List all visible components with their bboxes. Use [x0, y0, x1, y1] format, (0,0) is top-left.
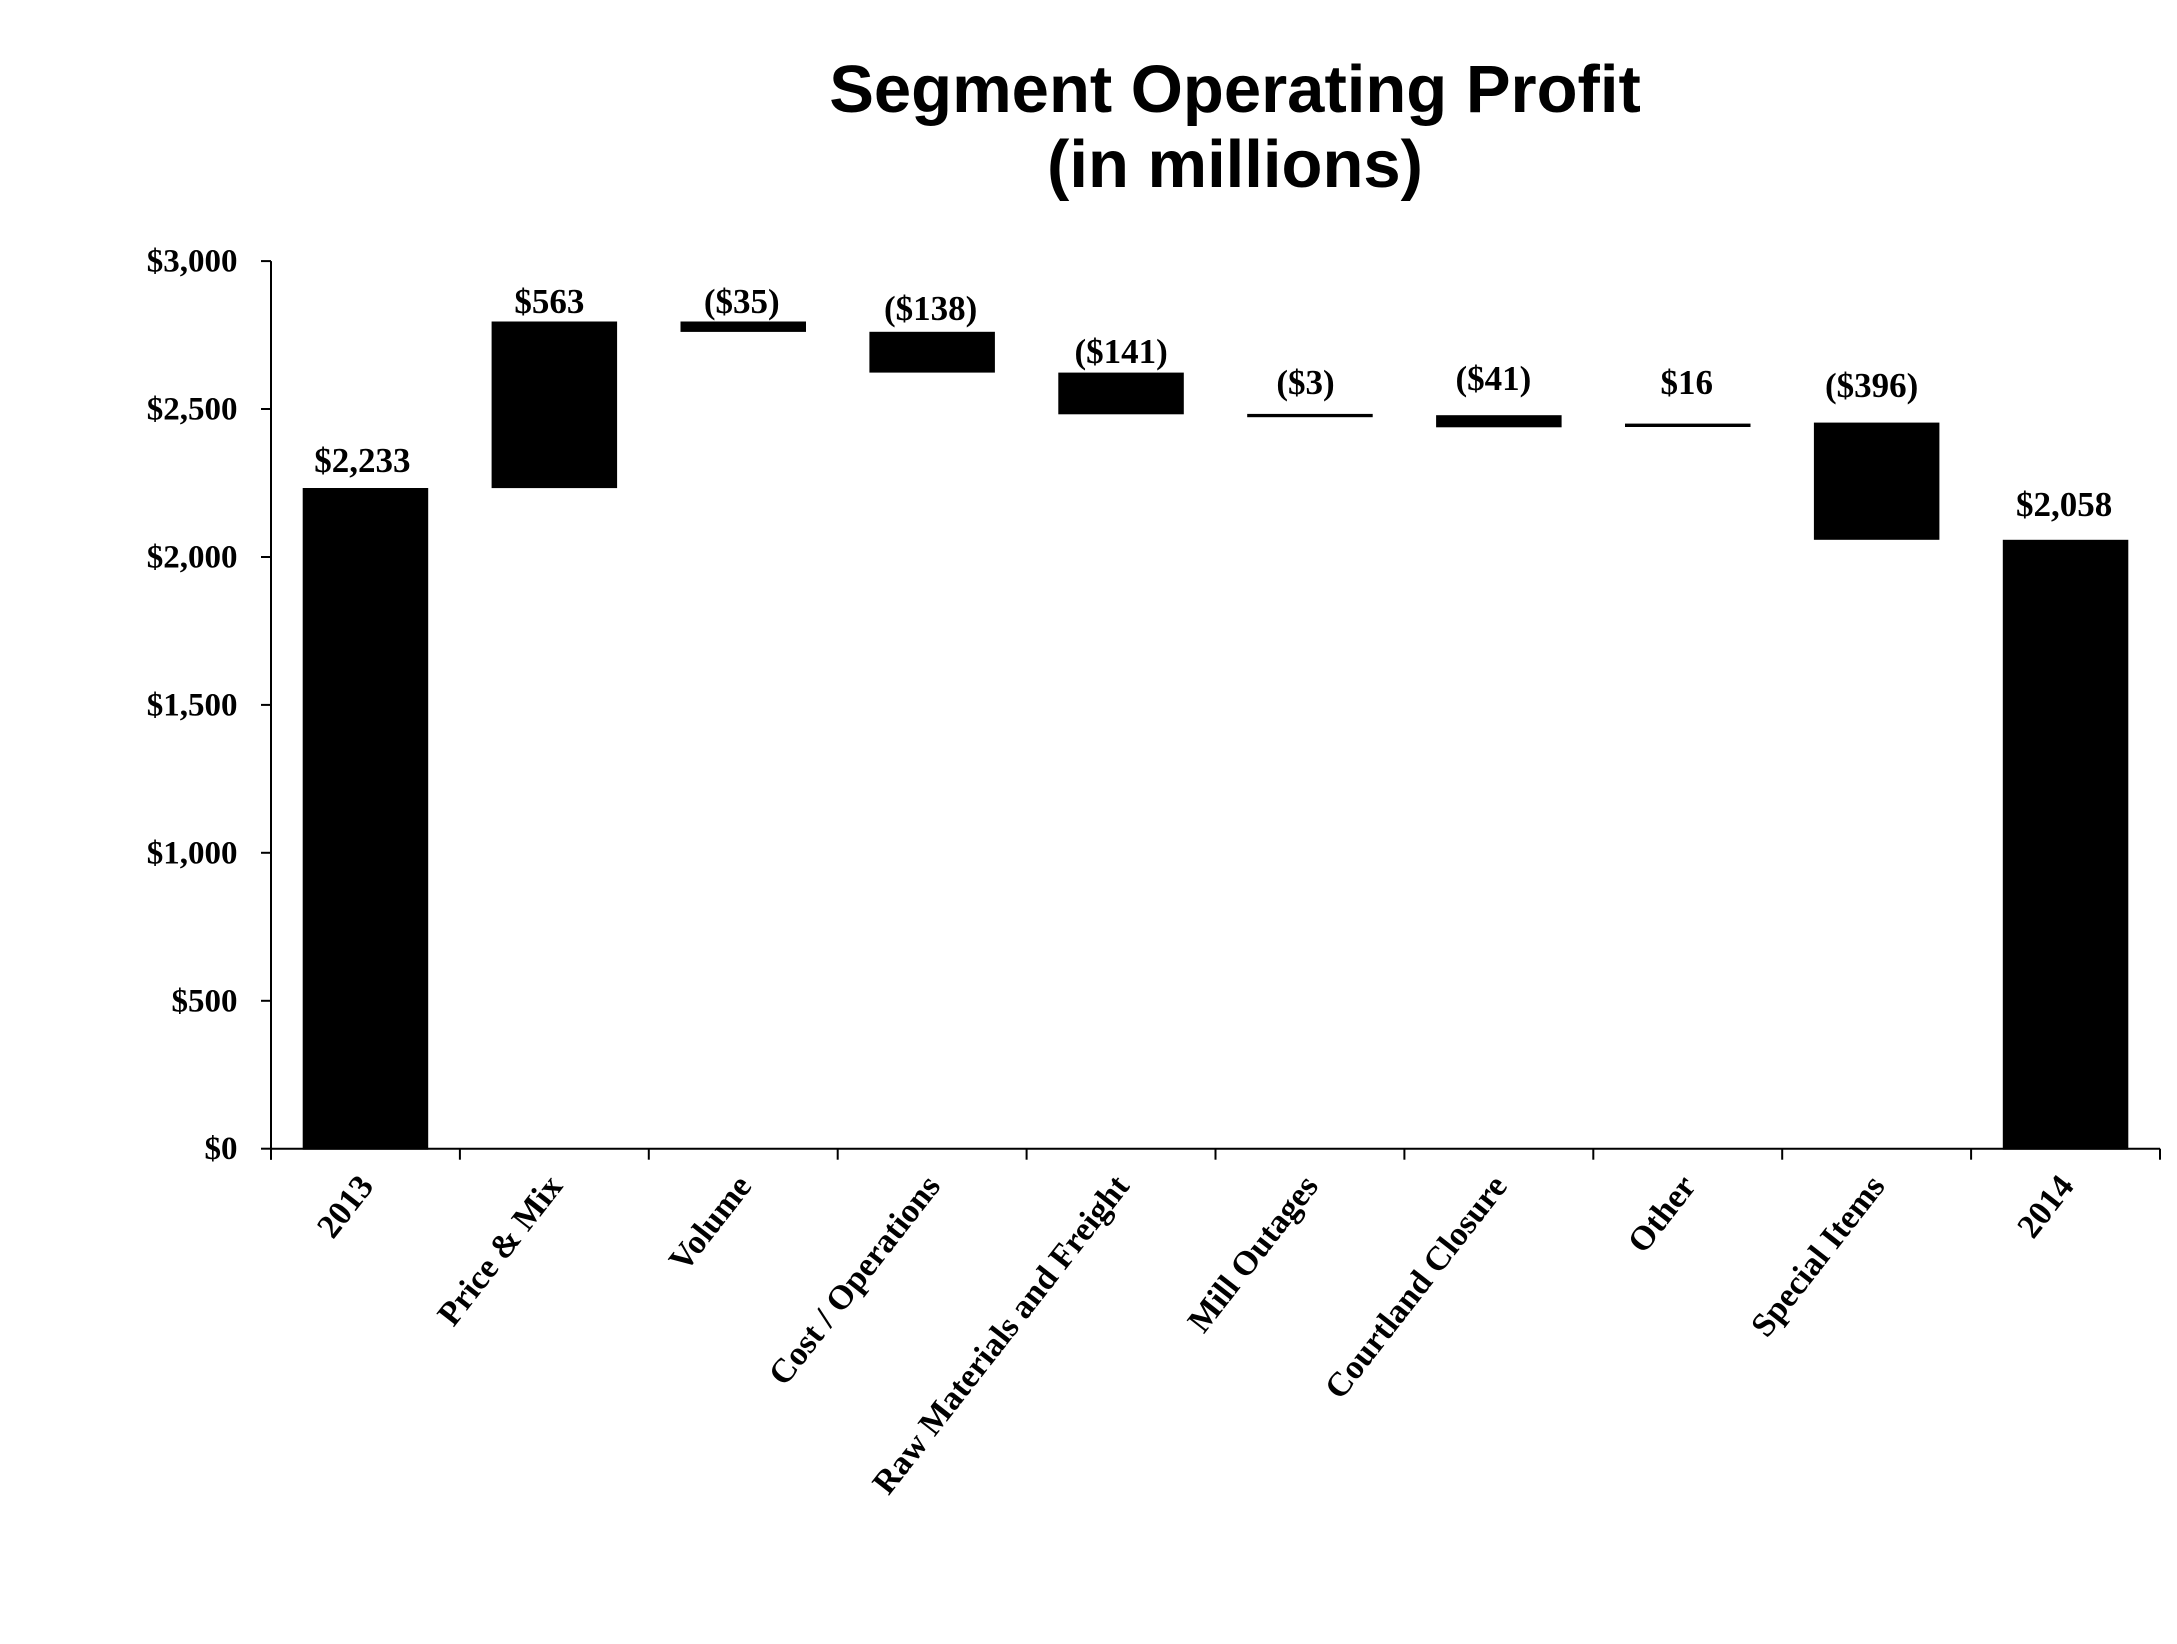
svg-text:($35): ($35): [704, 282, 780, 321]
svg-text:($141): ($141): [1074, 332, 1167, 371]
svg-text:(in millions): (in millions): [1047, 127, 1423, 202]
svg-text:($3): ($3): [1276, 363, 1334, 402]
svg-text:$2,000: $2,000: [147, 540, 238, 576]
svg-text:$16: $16: [1661, 363, 1714, 402]
svg-text:$2,500: $2,500: [147, 392, 238, 428]
svg-text:($41): ($41): [1455, 359, 1531, 398]
svg-text:$563: $563: [514, 282, 584, 321]
svg-text:$1,000: $1,000: [147, 835, 238, 871]
svg-text:$2,233: $2,233: [314, 441, 410, 480]
svg-text:Segment Operating Profit: Segment Operating Profit: [829, 52, 1641, 127]
svg-text:$0: $0: [205, 1131, 238, 1167]
svg-text:$3,000: $3,000: [147, 244, 238, 280]
svg-text:($396): ($396): [1825, 366, 1918, 405]
svg-text:$500: $500: [172, 983, 238, 1019]
svg-text:$1,500: $1,500: [147, 687, 238, 723]
svg-text:$2,058: $2,058: [2016, 485, 2112, 524]
svg-text:($138): ($138): [884, 289, 977, 328]
